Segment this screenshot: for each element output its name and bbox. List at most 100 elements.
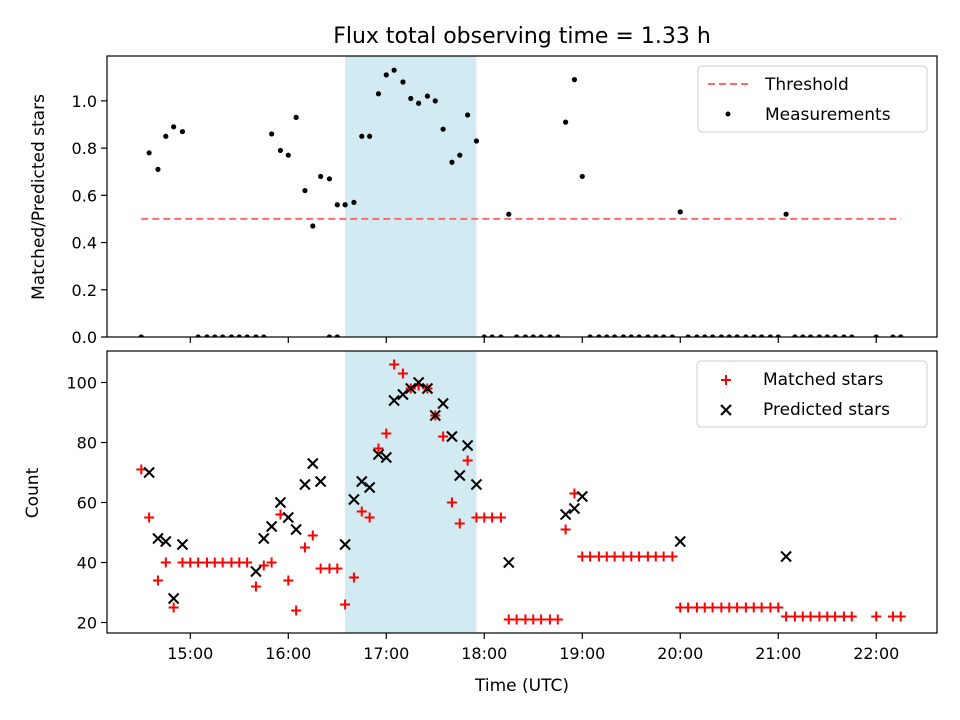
measurement-point	[359, 133, 365, 139]
matched-star-point	[658, 551, 669, 562]
measurement-point	[579, 173, 585, 180]
top-y-tick-label: 0.0	[72, 328, 97, 347]
top-panel: 0.0 0.2 0.4 0.6 0.8 1.0 Matched/Predicted sta…	[29, 55, 938, 347]
measurement-point	[220, 334, 226, 337]
predicted-star-point	[290, 523, 302, 536]
matched-star-point	[536, 614, 547, 625]
measurement-point	[449, 159, 455, 165]
x-tick-label: 22:00	[853, 644, 899, 663]
measurement-point	[596, 334, 602, 337]
measurement-point	[571, 77, 578, 83]
predicted-star-point	[780, 550, 792, 563]
matched-star-point	[299, 542, 310, 553]
top-y-tick-label: 0.2	[72, 281, 97, 300]
legend-measurements-swatch	[725, 111, 731, 117]
matched-star-point	[805, 611, 816, 622]
matched-star-point	[136, 464, 147, 475]
measurement-point	[800, 334, 806, 337]
measurement-point	[391, 67, 397, 73]
predicted-star-point	[274, 496, 287, 509]
measurement-point	[293, 114, 299, 120]
predicted-star-point	[503, 556, 515, 569]
predicted-star-point	[160, 535, 172, 548]
measurement-point	[775, 334, 781, 337]
measurement-point	[457, 152, 463, 158]
matched-star-point	[438, 431, 449, 442]
figure-title: Flux total observing time = 1.33 h	[333, 24, 711, 49]
measurement-point	[849, 334, 855, 337]
matched-star-point	[332, 563, 343, 574]
matched-star-point	[585, 551, 596, 562]
bottom-y-tick-label: 80	[77, 434, 97, 453]
measurement-point	[277, 147, 284, 154]
bottom-y-tick-label: 60	[77, 494, 97, 513]
measurement-point	[416, 100, 422, 106]
measurement-point	[163, 133, 169, 139]
top-y-tick-label: 0.4	[72, 234, 97, 253]
measurement-point	[269, 131, 275, 137]
measurement-point	[367, 133, 373, 139]
matched-star-point	[773, 602, 784, 613]
matched-star-point	[291, 605, 302, 616]
measurement-point	[734, 334, 740, 337]
measurement-point	[285, 152, 291, 158]
measurement-point	[628, 334, 634, 337]
x-tick-label: 18:00	[461, 644, 507, 663]
measurement-point	[326, 334, 333, 337]
predicted-star-point	[348, 493, 360, 506]
matched-star-point	[667, 551, 678, 562]
measurement-point	[146, 150, 152, 156]
x-tick-label: 17:00	[363, 644, 409, 663]
matched-star-point	[160, 557, 171, 568]
measurement-point	[138, 334, 144, 337]
predicted-star-point	[576, 490, 588, 503]
measurement-point	[236, 334, 242, 337]
measurement-point	[522, 334, 529, 337]
measurement-point	[383, 72, 389, 78]
matched-star-point	[193, 557, 204, 568]
measurement-point	[694, 334, 700, 337]
measurement-point	[326, 176, 333, 182]
bottom-axes-frame	[106, 350, 938, 634]
matched-star-point	[454, 518, 465, 529]
predicted-star-point	[397, 388, 409, 401]
measurement-point	[898, 334, 904, 337]
matched-star-point	[381, 428, 392, 439]
measurement-point	[743, 334, 749, 337]
measurement-point	[873, 334, 879, 337]
measurement-point	[481, 334, 487, 337]
predicted-star-point	[356, 475, 368, 488]
predicted-star-point	[282, 511, 294, 524]
bottom-y-axis-label: Count	[23, 467, 43, 518]
measurement-point	[400, 79, 406, 85]
matched-star-point	[266, 557, 277, 568]
measurement-point	[555, 334, 561, 337]
x-axis-label: Time (UTC)	[474, 676, 569, 696]
x-tick-label: 20:00	[657, 644, 703, 663]
measurement-point	[244, 334, 250, 337]
matched-star-point	[781, 611, 792, 622]
measurement-point	[620, 334, 627, 337]
legend-predicted-label: Predicted stars	[763, 400, 890, 420]
measurement-point	[342, 202, 348, 208]
measurement-point	[179, 128, 186, 135]
predicted-star-point	[405, 382, 417, 395]
predicted-star-point	[412, 376, 425, 389]
measurement-point	[253, 334, 259, 337]
top-highlight-span	[345, 56, 477, 337]
predicted-star-point	[559, 508, 572, 521]
predicted-star-point	[265, 520, 278, 533]
matched-star-point	[609, 551, 620, 562]
measurement-point	[709, 334, 716, 337]
measurement-point	[489, 334, 495, 337]
matched-star-point	[552, 614, 563, 625]
x-tick-label: 16:00	[265, 644, 311, 663]
measurement-point	[669, 334, 676, 337]
measurement-point	[155, 166, 161, 172]
matched-star-point	[569, 488, 580, 499]
matched-star-point	[283, 575, 294, 586]
measurement-point	[726, 334, 732, 337]
measurement-point	[465, 112, 471, 118]
matched-star-point	[846, 611, 857, 622]
measurement-point	[890, 334, 896, 337]
